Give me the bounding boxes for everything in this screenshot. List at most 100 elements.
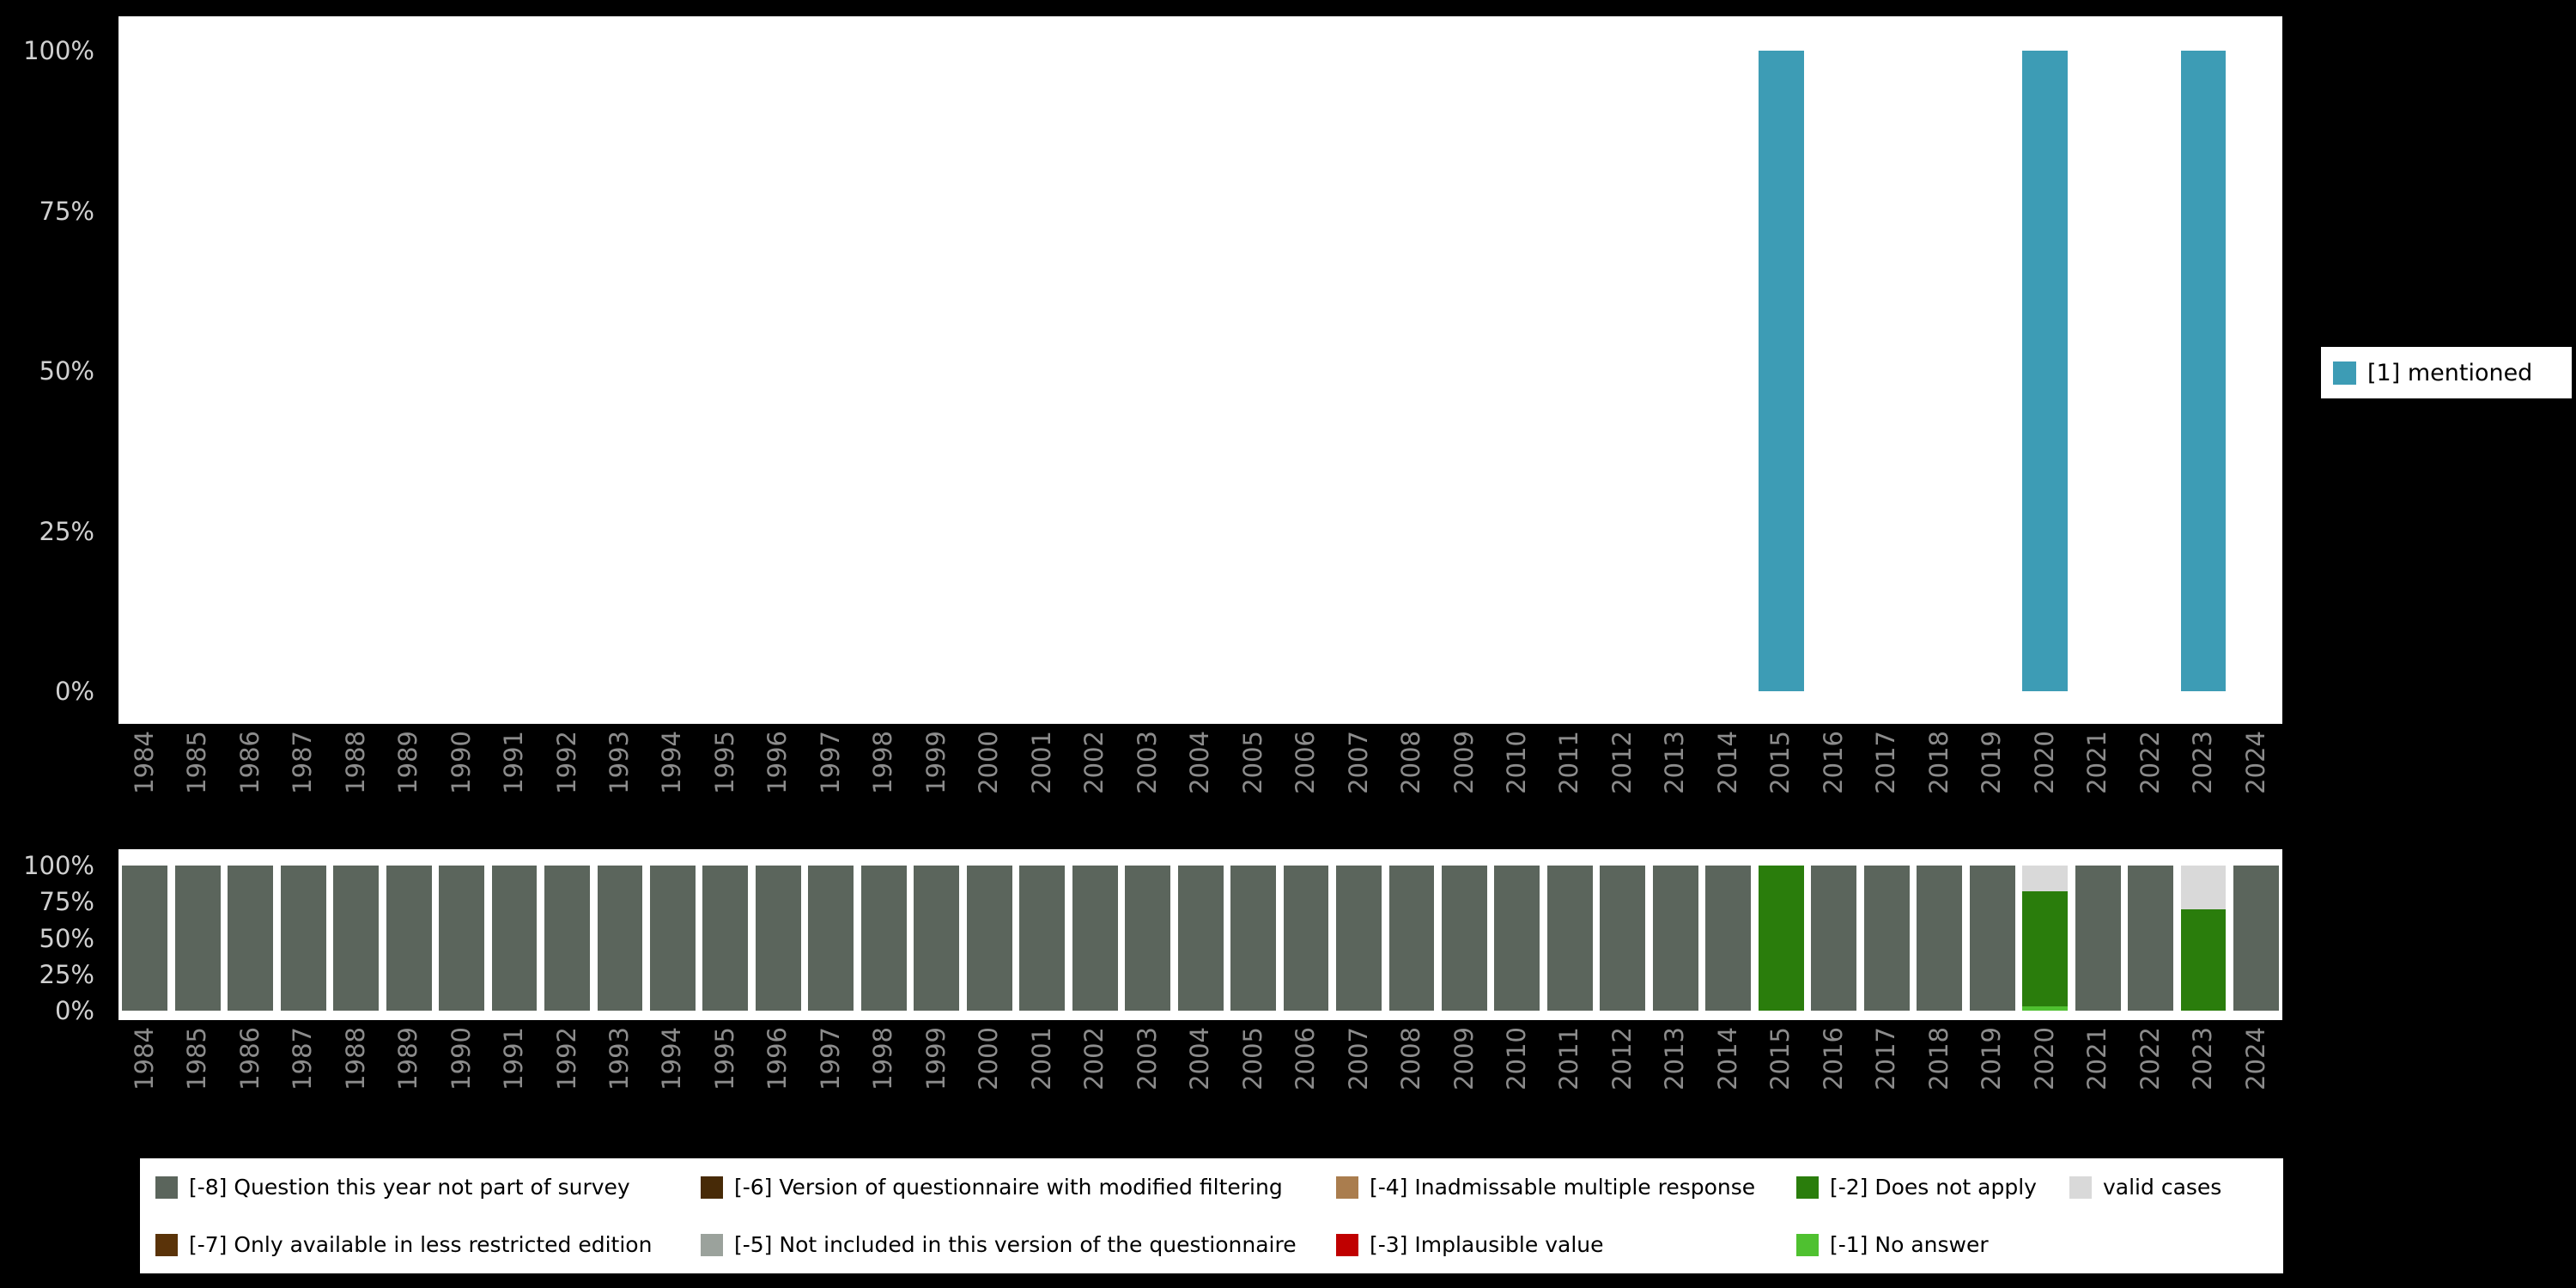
stack-slot-1987	[276, 866, 329, 1011]
year-label-1996: 1996	[762, 731, 793, 794]
stacked-bar-2003	[1125, 866, 1171, 1011]
top-bar-slot-1992	[541, 51, 593, 691]
year-label-2000: 2000	[974, 1027, 1004, 1091]
top-bar-slot-2016	[1807, 51, 1860, 691]
year-slot: 2013	[1649, 1027, 1702, 1128]
year-label-1990: 1990	[446, 1027, 476, 1091]
year-slot: 2002	[1068, 731, 1121, 832]
missing-values-legend: [-8] Question this year not part of surv…	[140, 1158, 2283, 1273]
year-slot: 2014	[1702, 731, 1754, 832]
stack-slot-2008	[1385, 866, 1437, 1011]
stacked-bar-2024	[2233, 866, 2279, 1011]
year-label-1998: 1998	[868, 731, 898, 794]
year-slot: 2023	[2177, 731, 2229, 832]
stacked-bar-1998	[860, 866, 907, 1011]
top-bar-slot-2015	[1755, 51, 1807, 691]
top-bar-slot-2018	[1913, 51, 1965, 691]
segment-8	[755, 866, 801, 1011]
segment-8	[914, 866, 960, 1011]
year-label-1994: 1994	[657, 731, 687, 794]
stack-slot-2003	[1121, 866, 1174, 1011]
segment-8	[174, 866, 221, 1011]
y-tick-label: 100%	[23, 851, 94, 880]
year-label-2017: 2017	[1871, 731, 1901, 794]
year-label-2022: 2022	[2135, 1027, 2165, 1091]
stacked-bar-2013	[1652, 866, 1698, 1011]
top-bar-slot-1985	[171, 51, 223, 691]
legend-label-7: [-7] Only available in less restricted e…	[189, 1232, 653, 1257]
segment-2	[1758, 866, 1804, 1011]
year-label-2024: 2024	[2240, 1027, 2270, 1091]
segment-8	[333, 866, 380, 1011]
year-label-2001: 2001	[1026, 731, 1056, 794]
stack-slot-2010	[1491, 866, 1543, 1011]
mentioned-bar-2023	[2180, 51, 2227, 691]
stacked-bar-1996	[755, 866, 801, 1011]
year-label-2019: 2019	[1977, 1027, 2007, 1091]
year-slot: 2021	[2071, 1027, 2123, 1128]
top-bar-slot-2013	[1649, 51, 1702, 691]
year-label-2003: 2003	[1132, 731, 1162, 794]
year-label-2014: 2014	[1712, 731, 1742, 794]
segment-8	[1652, 866, 1698, 1011]
segment-8	[386, 866, 432, 1011]
stack-slot-2001	[1016, 866, 1068, 1011]
year-label-2024: 2024	[2240, 731, 2270, 794]
year-label-2015: 2015	[1765, 731, 1795, 794]
year-label-2020: 2020	[2029, 731, 2059, 794]
stack-slot-1986	[224, 866, 276, 1011]
year-slot: 2018	[1913, 1027, 1965, 1128]
year-label-2009: 2009	[1449, 731, 1479, 794]
year-slot: 2010	[1491, 1027, 1543, 1128]
stack-slot-2007	[1333, 866, 1385, 1011]
year-label-2012: 2012	[1607, 1027, 1637, 1091]
stacked-bar-2023	[2180, 866, 2227, 1011]
year-slot: 1997	[805, 731, 857, 832]
stack-slot-2014	[1702, 866, 1754, 1011]
top-bar-slot-2021	[2071, 51, 2123, 691]
segment-8	[280, 866, 326, 1011]
legend-item-4: [-4] Inadmissable multiple response	[1336, 1175, 1796, 1200]
year-label-2002: 2002	[1079, 1027, 1109, 1091]
year-label-2021: 2021	[2082, 1027, 2112, 1091]
segment-8	[1494, 866, 1540, 1011]
stacked-bar-2009	[1442, 866, 1487, 1011]
year-label-2005: 2005	[1237, 1027, 1267, 1091]
stack-slot-1984	[118, 866, 171, 1011]
stack-slot-2017	[1860, 866, 1912, 1011]
stack-slot-2024	[2230, 866, 2282, 1011]
stacked-bar-2008	[1388, 866, 1435, 1011]
year-label-2014: 2014	[1712, 1027, 1742, 1091]
year-label-1988: 1988	[340, 731, 370, 794]
legend-item-6: [-6] Version of questionnaire with modif…	[701, 1175, 1336, 1200]
year-label-2006: 2006	[1291, 1027, 1321, 1091]
stack-slot-2009	[1438, 866, 1491, 1011]
stacked-bar-2015	[1758, 866, 1804, 1011]
stacked-bar-1994	[649, 866, 696, 1011]
legend-item-3: [-3] Implausible value	[1336, 1232, 1796, 1257]
top-bar-slot-2023	[2177, 51, 2229, 691]
year-slot: 2014	[1702, 1027, 1754, 1128]
segment-8	[1600, 866, 1646, 1011]
stack-slot-2004	[1174, 866, 1226, 1011]
year-slot: 2017	[1860, 731, 1912, 832]
top-bar-slot-1991	[488, 51, 540, 691]
top-chart-legend: [1] mentioned	[2321, 347, 2572, 398]
legend-label-2: [-2] Does not apply	[1830, 1175, 2037, 1200]
segment-8	[1283, 866, 1329, 1011]
year-slot: 2007	[1333, 1027, 1385, 1128]
stacked-bar-1988	[333, 866, 380, 1011]
top-bar-slot-2006	[1279, 51, 1332, 691]
segment-8	[1230, 866, 1276, 1011]
bottom-chart-x-axis: 1984 1985 1986 1987 1988 1989 1990 1991 1992 1993…	[118, 1027, 2282, 1128]
mentioned-swatch-icon	[2333, 361, 2356, 385]
top-bar-slot-2001	[1016, 51, 1068, 691]
segment-8	[122, 866, 168, 1011]
year-slot: 1992	[541, 731, 593, 832]
segment-8	[649, 866, 696, 1011]
segment-8	[1125, 866, 1171, 1011]
segment-8	[1811, 866, 1857, 1011]
stacked-bar-2018	[1917, 866, 1963, 1011]
stack-slot-1999	[910, 866, 963, 1011]
stacked-bar-1989	[386, 866, 432, 1011]
